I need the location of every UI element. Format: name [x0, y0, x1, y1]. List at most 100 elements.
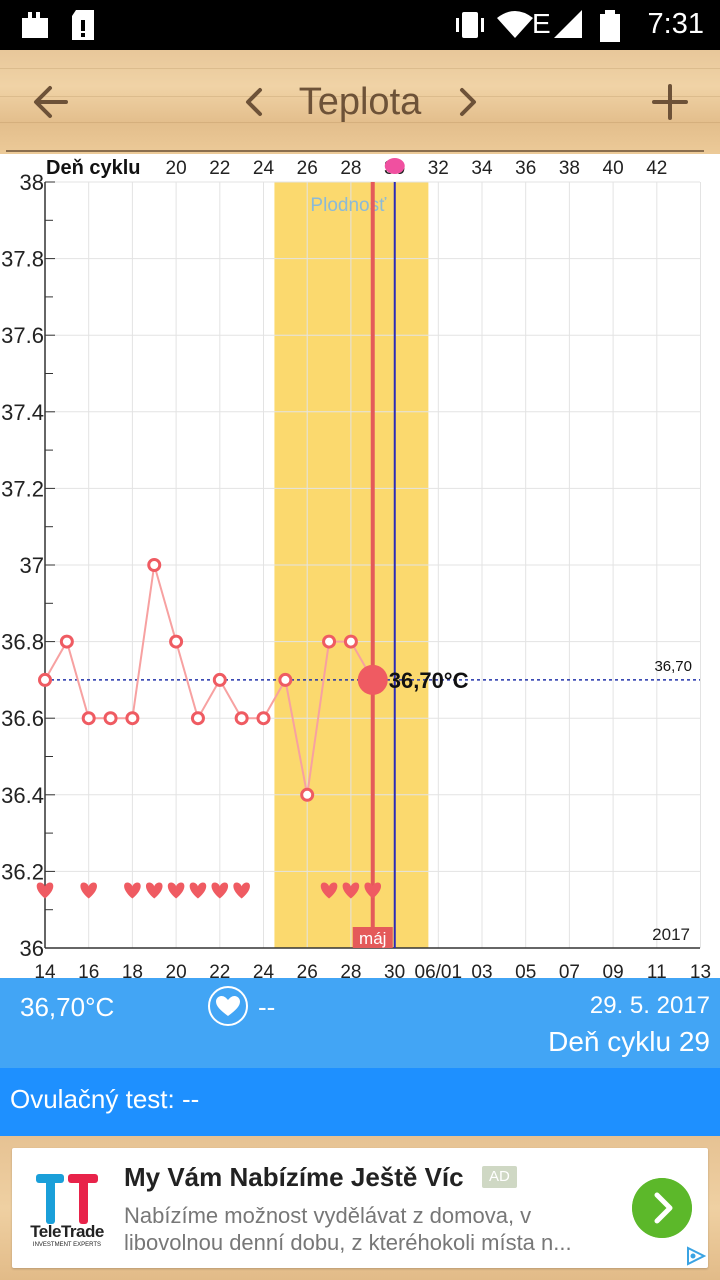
x-tick-label: 28 [340, 962, 361, 978]
x-tick-label: 30 [384, 962, 405, 978]
selected-date: 29. 5. 2017 [589, 992, 710, 1019]
y-tick-label: 36.6 [1, 706, 44, 731]
data-point [38, 672, 52, 687]
heart-value: -- [258, 992, 276, 1022]
heart-icon [364, 882, 382, 899]
sd-card-alert-icon [72, 10, 94, 40]
cycle-day-tick: 22 [209, 158, 230, 179]
ad-area: TeleTrade INVESTMENT EXPERTS My Vám Nabí… [0, 1136, 720, 1280]
heart-icon [233, 882, 250, 899]
y-tick-label: 37.2 [1, 476, 44, 501]
chart-canvas[interactable]: 3837.837.637.437.23736.836.636.436.23614… [0, 154, 720, 978]
data-point [190, 711, 205, 726]
x-tick-label: 09 [603, 962, 624, 978]
cycle-day-tick: 34 [471, 158, 493, 179]
y-tick-label: 37.6 [1, 323, 44, 348]
heart-icon [124, 882, 141, 899]
ovulation-marker [384, 158, 405, 174]
month-label: máj [359, 929, 386, 948]
data-point [322, 634, 337, 649]
plus-icon[interactable] [650, 80, 690, 124]
selected-value-label: 36,70°C [389, 668, 469, 693]
app-bar: Teplota [0, 50, 720, 154]
ad-brand-sub: INVESTMENT EXPERTS [32, 1242, 102, 1248]
teletrade-logo-icon [36, 1174, 98, 1224]
data-point [212, 672, 227, 687]
y-tick-label: 36 [20, 936, 44, 961]
x-tick-label: 20 [166, 962, 187, 978]
x-tick-label: 06/01 [415, 962, 463, 978]
page-title: Teplota [298, 81, 422, 123]
heart-icon [342, 882, 360, 899]
x-tick-label: 18 [122, 962, 143, 978]
y-tick-label: 36.2 [1, 859, 44, 884]
x-tick-label: 16 [78, 962, 99, 978]
cycle-day-tick: 26 [297, 158, 318, 179]
month-label-box [352, 927, 393, 948]
intercourse-toggle-button[interactable] [208, 986, 248, 1026]
heart-icon [211, 882, 229, 899]
ovulation-test-row[interactable]: Ovulačný test: -- [0, 1068, 720, 1136]
clock: 7:31 [647, 8, 704, 40]
heart-icon [36, 882, 54, 899]
x-tick-label: 13 [690, 962, 711, 978]
data-point [234, 711, 249, 726]
reference-label: 36,70 [654, 658, 692, 675]
wifi-icon [497, 11, 533, 38]
back-arrow-icon[interactable] [30, 80, 74, 124]
selected-data-point [357, 664, 388, 695]
x-tick-label: 07 [559, 962, 580, 978]
chevron-left-icon[interactable] [240, 80, 270, 124]
cycle-day-tick: 28 [340, 158, 361, 179]
network-type: E [532, 8, 551, 39]
y-tick-label: 37.4 [1, 400, 44, 425]
status-bar: E 7:31 [0, 0, 720, 50]
ad-body: Nabízíme možnost vydělávat z domova, v l… [124, 1202, 624, 1256]
heart-icon [80, 882, 97, 899]
cycle-day-tick: 32 [428, 158, 449, 179]
y-tick-label: 36.4 [1, 783, 44, 808]
adchoices-icon[interactable] [684, 1246, 706, 1266]
day-info-panel[interactable]: 36,70°C -- 29. 5. 2017 Deň cyklu 29 [0, 978, 720, 1068]
x-tick-label: 03 [471, 962, 492, 978]
selected-temperature: 36,70°C [20, 992, 115, 1022]
x-tick-label: 22 [209, 962, 230, 978]
data-point [256, 711, 271, 726]
data-point [278, 672, 293, 687]
ad-body-line-1: Nabízíme možnost vydělávat z domova, v [124, 1203, 532, 1228]
x-tick-label: 05 [515, 962, 536, 978]
x-tick-label: 11 [647, 962, 667, 978]
temperature-chart[interactable]: 38 37.8 37.6 37.4 37.2 37 36.8 36.6 36.4 36.2 36 14… [0, 154, 720, 978]
signal-icon [554, 10, 582, 38]
data-point [343, 634, 358, 649]
cycle-day-tick: 24 [253, 158, 275, 179]
ad-badge: AD [482, 1166, 517, 1188]
cycle-day-label: Deň cyklu 29 [548, 1026, 710, 1057]
chevron-right-icon[interactable] [452, 80, 482, 124]
cycle-day-tick: 36 [515, 158, 536, 179]
data-point [125, 711, 140, 726]
heart-icon [320, 882, 338, 899]
heart-icon [189, 882, 207, 899]
data-point [169, 634, 184, 649]
ad-open-arrow-icon[interactable] [632, 1178, 692, 1238]
series-line [44, 564, 374, 795]
x-tick-label: 26 [297, 962, 318, 978]
cycle-day-tick: 40 [603, 158, 624, 179]
cycle-day-axis-label: Deň cyklu [46, 157, 140, 179]
cycle-day-tick: 20 [166, 158, 187, 179]
x-tick-label: 14 [34, 962, 56, 978]
y-tick-label: 38 [20, 170, 44, 195]
app-bar-divider [6, 150, 704, 152]
data-point [147, 558, 162, 572]
ad-banner[interactable]: TeleTrade INVESTMENT EXPERTS My Vám Nabí… [12, 1148, 708, 1268]
cycle-day-tick: 42 [646, 158, 667, 179]
y-tick-label: 37 [20, 553, 44, 578]
year-label: 2017 [652, 925, 690, 944]
x-tick-label: 24 [253, 962, 275, 978]
cycle-day-tick: 38 [559, 158, 580, 179]
ad-brand-name: TeleTrade [30, 1222, 104, 1241]
heart-icon [145, 882, 163, 899]
fertile-label: Plodnosť [310, 195, 387, 216]
data-point [59, 634, 74, 649]
